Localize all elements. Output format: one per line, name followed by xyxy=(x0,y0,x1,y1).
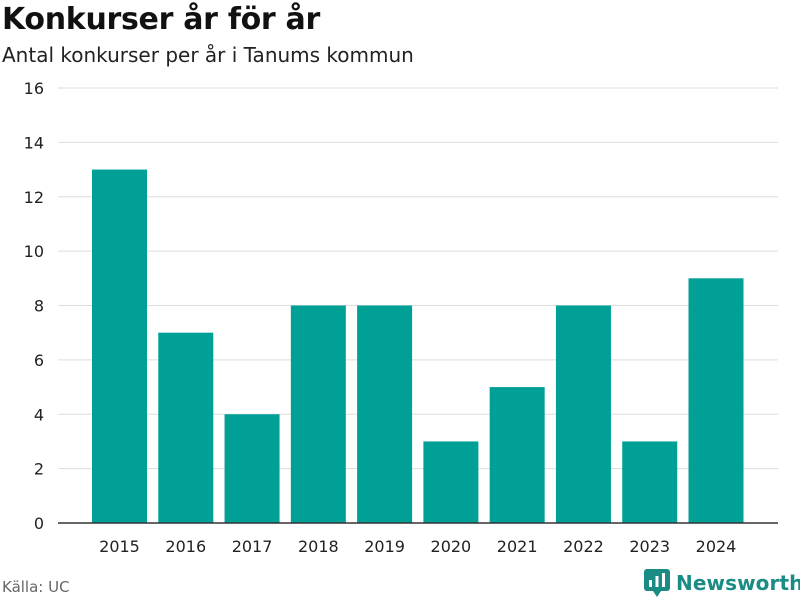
x-tick-label: 2019 xyxy=(364,537,405,556)
bar-2021 xyxy=(489,387,545,523)
chart-title: Konkurser år för år xyxy=(2,2,320,37)
y-tick-label: 16 xyxy=(24,79,44,98)
brand: Newsworthy xyxy=(644,569,800,597)
y-tick-label: 8 xyxy=(34,297,44,316)
bar-2019 xyxy=(357,305,413,523)
y-tick-label: 14 xyxy=(24,133,44,152)
bar-2018 xyxy=(290,305,346,523)
x-tick-label: 2016 xyxy=(165,537,206,556)
x-tick-label: 2020 xyxy=(431,537,472,556)
bar-2016 xyxy=(158,332,214,523)
bar-2024 xyxy=(688,278,744,523)
x-tick-label: 2023 xyxy=(629,537,670,556)
bar-2017 xyxy=(224,414,280,523)
source-note: Källa: UC xyxy=(2,578,70,596)
bar-2020 xyxy=(423,441,479,523)
bar-2023 xyxy=(622,441,678,523)
bar-2022 xyxy=(555,305,611,523)
gridlines xyxy=(58,87,778,470)
bar-2015 xyxy=(92,169,147,523)
chart-subtitle: Antal konkurser per år i Tanums kommun xyxy=(2,43,414,67)
y-tick-label: 0 xyxy=(34,514,44,533)
y-tick-label: 4 xyxy=(34,405,44,424)
x-tick-label: 2018 xyxy=(298,537,339,556)
newsworthy-logo-icon xyxy=(644,569,670,597)
x-tick-label: 2017 xyxy=(232,537,273,556)
brand-name: Newsworthy xyxy=(676,571,800,595)
y-tick-label: 2 xyxy=(34,460,44,479)
x-tick-label: 2024 xyxy=(696,537,737,556)
x-tick-label: 2021 xyxy=(497,537,538,556)
bars xyxy=(92,169,744,523)
x-tick-label: 2015 xyxy=(99,537,140,556)
axes: 0 2 4 6 8 10 12 14 16 2015 2016 2017 2018 2019 2020 202… xyxy=(24,79,778,556)
y-tick-label: 10 xyxy=(24,242,44,261)
y-tick-label: 6 xyxy=(34,351,44,370)
y-tick-label: 12 xyxy=(24,188,44,207)
x-tick-label: 2022 xyxy=(563,537,604,556)
